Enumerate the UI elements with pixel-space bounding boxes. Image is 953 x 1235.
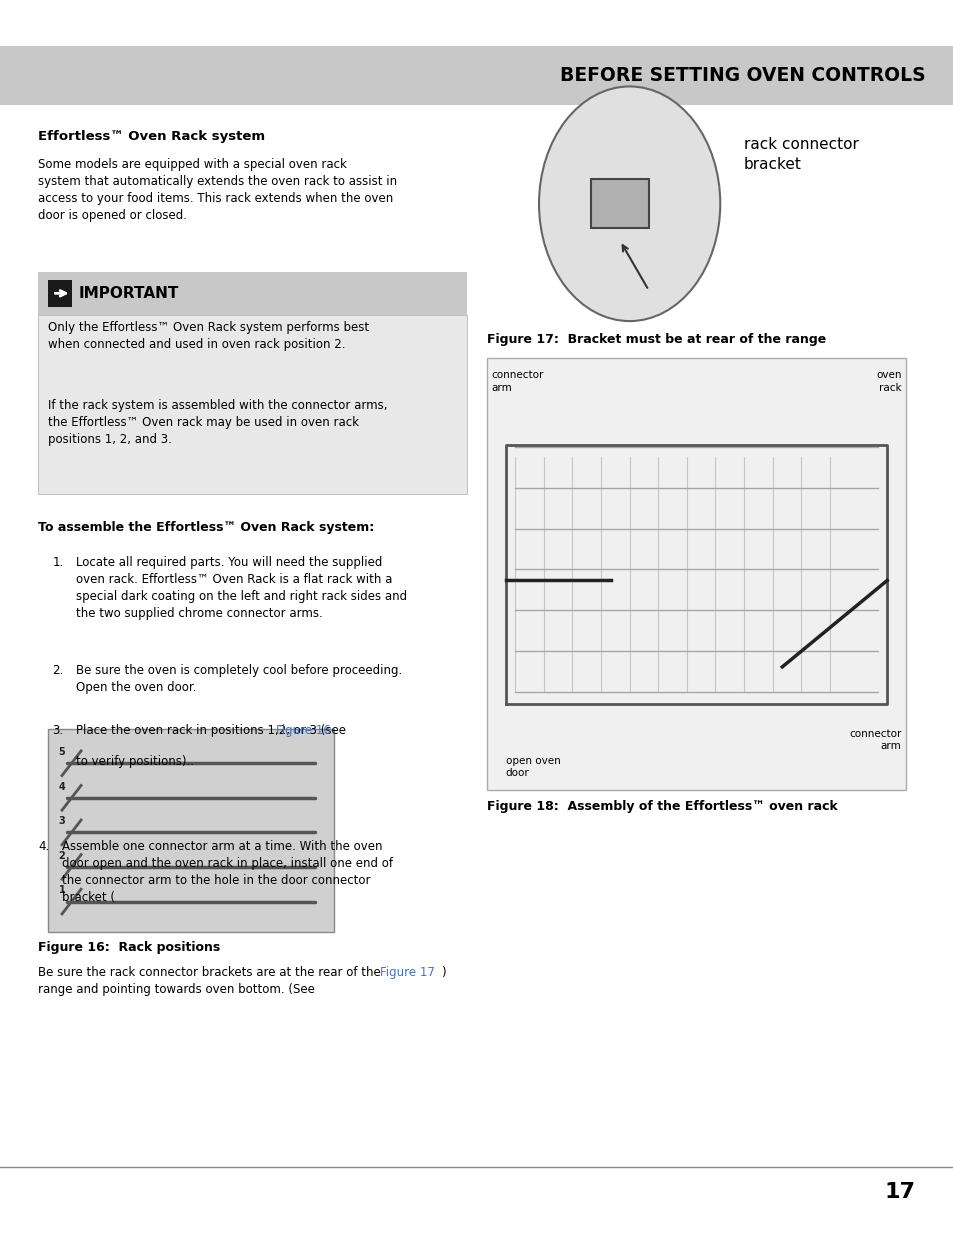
Text: connector
arm: connector arm (491, 370, 543, 393)
Text: Place the oven rack in positions 1,2, or 3 (see: Place the oven rack in positions 1,2, or… (76, 724, 350, 737)
Text: Figure 17: Figure 17 (379, 966, 435, 979)
FancyBboxPatch shape (48, 280, 71, 308)
FancyBboxPatch shape (38, 272, 467, 315)
Text: Figure 16:  Rack positions: Figure 16: Rack positions (38, 941, 220, 955)
Text: connector
arm: connector arm (848, 729, 901, 751)
Text: 17: 17 (884, 1182, 915, 1202)
Text: Locate all required parts. You will need the supplied
oven rack. Effortless™ Ove: Locate all required parts. You will need… (76, 556, 407, 620)
Text: BEFORE SETTING OVEN CONTROLS: BEFORE SETTING OVEN CONTROLS (559, 65, 924, 85)
Text: Figure 18:  Assembly of the Effortless™ oven rack: Figure 18: Assembly of the Effortless™ o… (486, 800, 837, 814)
Text: If the rack system is assembled with the connector arms,
the Effortless™ Oven ra: If the rack system is assembled with the… (48, 399, 387, 446)
FancyBboxPatch shape (591, 179, 648, 228)
Text: 1.: 1. (52, 556, 64, 569)
Text: 2.: 2. (52, 664, 64, 678)
Text: 3.: 3. (52, 724, 64, 737)
Text: 4: 4 (58, 782, 66, 792)
Text: Some models are equipped with a special oven rack
system that automatically exte: Some models are equipped with a special … (38, 158, 396, 222)
Text: 1: 1 (58, 885, 66, 895)
Text: Only the Effortless™ Oven Rack system performs best
when connected and used in o: Only the Effortless™ Oven Rack system pe… (48, 321, 369, 351)
Text: Figure 17:  Bracket must be at rear of the range: Figure 17: Bracket must be at rear of th… (486, 333, 825, 347)
Text: Assemble one connector arm at a time. With the oven
door open and the oven rack : Assemble one connector arm at a time. Wi… (62, 840, 393, 904)
Text: 5: 5 (58, 747, 66, 757)
Text: Be sure the rack connector brackets are at the rear of the
range and pointing to: Be sure the rack connector brackets are … (38, 966, 380, 995)
Text: ): ) (440, 966, 445, 979)
Text: to verify positions)..: to verify positions).. (76, 755, 194, 768)
FancyBboxPatch shape (0, 46, 953, 105)
Text: 3: 3 (58, 816, 66, 826)
Text: Be sure the oven is completely cool before proceeding.
Open the oven door.: Be sure the oven is completely cool befo… (76, 664, 402, 694)
FancyBboxPatch shape (486, 358, 905, 790)
Text: oven
rack: oven rack (875, 370, 901, 393)
Text: open oven
door: open oven door (505, 756, 559, 778)
FancyBboxPatch shape (38, 315, 467, 494)
Text: Effortless™ Oven Rack system: Effortless™ Oven Rack system (38, 130, 265, 143)
Text: Figure 16: Figure 16 (275, 724, 330, 737)
Text: IMPORTANT: IMPORTANT (78, 285, 178, 301)
Text: 4.: 4. (38, 840, 50, 853)
Ellipse shape (538, 86, 720, 321)
Text: rack connector
bracket: rack connector bracket (743, 137, 858, 172)
Text: 2: 2 (58, 851, 66, 861)
Text: To assemble the Effortless™ Oven Rack system:: To assemble the Effortless™ Oven Rack sy… (38, 521, 374, 535)
FancyBboxPatch shape (48, 729, 334, 932)
